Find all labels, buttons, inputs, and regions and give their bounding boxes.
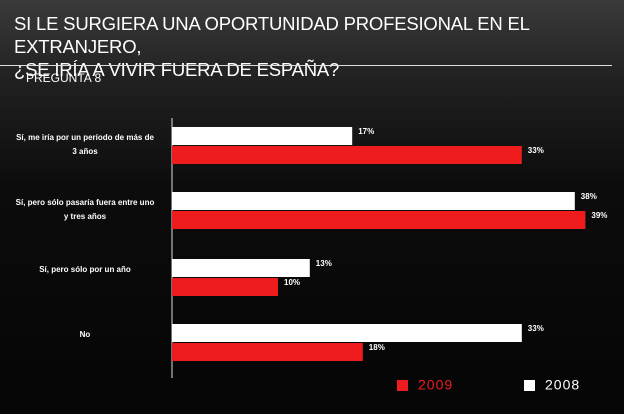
legend-swatch (524, 380, 535, 391)
chart-subtitle: PREGUNTA 8 (26, 71, 102, 85)
bar (172, 278, 278, 296)
bar (172, 211, 586, 229)
value-label: 38% (581, 192, 597, 201)
bar (172, 146, 522, 164)
value-label: 39% (591, 211, 607, 220)
title-rule (0, 65, 612, 66)
value-label: 17% (358, 127, 374, 136)
category-label: No (79, 330, 91, 339)
bar (172, 127, 353, 145)
category-label: Sí, pero sólo pasaría fuera entre uno y … (15, 198, 155, 221)
value-label: 33% (528, 146, 544, 155)
bar (172, 343, 363, 361)
category-label: Sí, me iría por un período de más de 3 a… (16, 133, 154, 156)
category-label: Sí, pero sólo por un año (39, 265, 131, 274)
chart-title: SI LE SURGIERA UNA OPORTUNIDAD PROFESION… (14, 13, 530, 80)
value-label: 10% (284, 278, 300, 287)
legend-label: 2009 (418, 377, 453, 393)
legend-swatch (397, 380, 408, 391)
bar (172, 259, 310, 277)
value-label: 18% (369, 343, 385, 352)
value-label: 13% (316, 259, 332, 268)
bar (172, 324, 522, 342)
value-label: 33% (528, 324, 544, 333)
legend-label: 2008 (545, 377, 580, 393)
bar (172, 192, 575, 210)
